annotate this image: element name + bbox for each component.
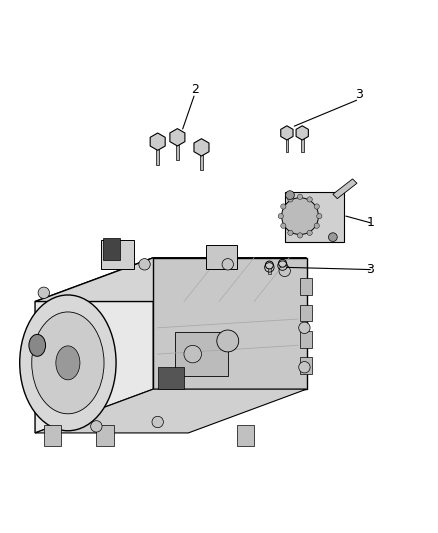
Circle shape <box>279 265 290 277</box>
Bar <box>96 425 114 446</box>
Circle shape <box>299 322 310 334</box>
Bar <box>300 278 312 295</box>
Bar <box>281 263 284 273</box>
Circle shape <box>281 223 286 229</box>
Ellipse shape <box>56 346 80 380</box>
Circle shape <box>288 230 293 236</box>
Bar <box>301 139 304 152</box>
Circle shape <box>314 223 319 229</box>
Polygon shape <box>194 139 209 156</box>
Bar <box>300 331 312 348</box>
Ellipse shape <box>32 312 104 414</box>
Bar <box>103 238 120 260</box>
Circle shape <box>91 421 102 432</box>
Circle shape <box>152 416 163 427</box>
Bar <box>175 332 228 376</box>
Polygon shape <box>35 258 153 433</box>
Bar <box>176 145 179 160</box>
Circle shape <box>278 214 283 219</box>
Ellipse shape <box>20 295 116 431</box>
Circle shape <box>328 233 337 241</box>
Circle shape <box>38 287 49 298</box>
Bar <box>237 425 254 446</box>
Circle shape <box>297 233 303 238</box>
Circle shape <box>279 260 286 267</box>
Circle shape <box>297 194 303 199</box>
Polygon shape <box>150 133 165 150</box>
Bar <box>101 240 134 269</box>
Bar <box>206 245 237 269</box>
Bar <box>300 304 312 321</box>
Circle shape <box>265 261 273 269</box>
Bar <box>200 155 203 171</box>
Circle shape <box>288 197 293 202</box>
Circle shape <box>307 197 312 202</box>
Text: 3: 3 <box>366 263 374 276</box>
Bar <box>285 192 344 243</box>
Text: 1: 1 <box>366 216 374 229</box>
Polygon shape <box>35 389 307 433</box>
Bar <box>286 139 288 152</box>
Circle shape <box>317 214 322 219</box>
Text: 2: 2 <box>191 83 199 95</box>
Bar <box>44 425 61 446</box>
Circle shape <box>307 230 312 236</box>
Bar <box>300 357 312 374</box>
Polygon shape <box>333 179 357 199</box>
Polygon shape <box>153 258 307 389</box>
Bar <box>158 367 184 389</box>
Circle shape <box>282 198 318 235</box>
Circle shape <box>286 191 294 199</box>
Bar <box>268 265 271 274</box>
Text: 3: 3 <box>355 88 363 101</box>
Circle shape <box>222 259 233 270</box>
Polygon shape <box>35 258 307 302</box>
Circle shape <box>184 345 201 363</box>
Ellipse shape <box>29 334 46 356</box>
Circle shape <box>314 204 319 209</box>
Circle shape <box>139 259 150 270</box>
Circle shape <box>281 204 286 209</box>
Polygon shape <box>170 128 185 146</box>
Polygon shape <box>296 126 308 140</box>
Bar <box>156 149 159 165</box>
Circle shape <box>217 330 239 352</box>
Polygon shape <box>281 126 293 140</box>
Circle shape <box>299 361 310 373</box>
